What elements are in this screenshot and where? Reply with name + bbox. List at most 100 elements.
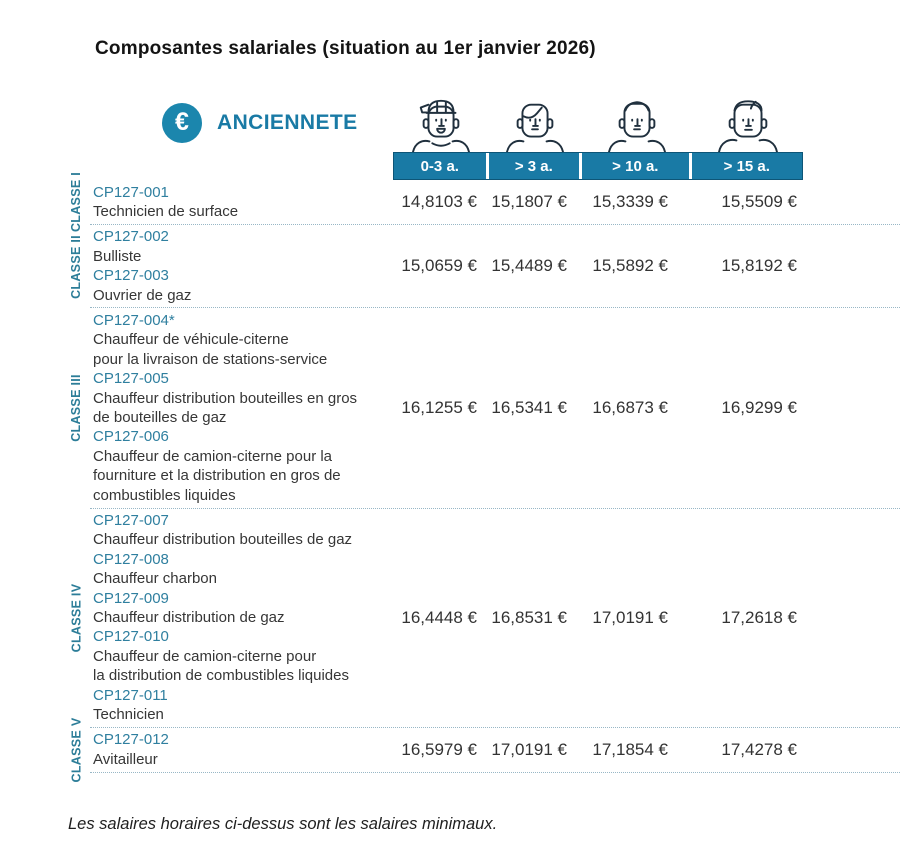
age-range-gt3: > 3 a. <box>489 153 583 179</box>
classe-column: CLASSE I <box>62 172 90 232</box>
senior-adult-icon <box>717 100 778 152</box>
classe-column: CLASSE V <box>62 718 90 783</box>
classe-group-body: CP127-012 Avitailleur 16,5979 € 17,0191 … <box>90 728 900 773</box>
classe-group-body: CP127-001 Technicien de surface 14,8103 … <box>90 180 900 225</box>
job-title: Technicien de surface <box>93 202 239 220</box>
job-title: Technicien <box>93 706 164 724</box>
classe-label: CLASSE I <box>69 172 83 233</box>
salary-value: 17,0191 € <box>592 607 668 627</box>
salary-values-row: 16,1255 € 16,5341 € 16,6873 € 16,9299 € <box>393 311 803 505</box>
salary-value: 17,0191 € <box>491 739 567 759</box>
young-adult-icon <box>506 103 564 152</box>
job-title: Ouvrier de gaz <box>93 286 192 304</box>
anciennete-header: € ANCIENNETE <box>62 94 393 152</box>
job-entry: CP127-005 Chauffeur distribution bouteil… <box>93 369 393 427</box>
classe-column: CLASSE II <box>62 225 90 309</box>
age-icon-row <box>393 94 803 152</box>
job-entry: CP127-008 Chauffeur charbon <box>93 550 393 589</box>
classe-group-body: CP127-002 Bulliste CP127-003 Ouvrier de … <box>90 225 900 309</box>
job-code: CP127-008 <box>93 550 169 568</box>
job-code: CP127-004* <box>93 311 175 329</box>
age-column-2 <box>488 96 582 152</box>
classe-group-body: CP127-007 Chauffeur distribution bouteil… <box>90 509 900 728</box>
job-entry: CP127-001 Technicien de surface <box>93 183 393 222</box>
age-column-3 <box>582 96 692 152</box>
adult-icon <box>608 101 666 152</box>
job-code: CP127-011 <box>93 686 168 704</box>
age-range-0-3: 0-3 a. <box>394 153 489 179</box>
jobs-list: CP127-001 Technicien de surface <box>90 183 393 222</box>
salary-value: 16,4448 € <box>401 607 477 627</box>
euro-symbol: € <box>175 107 189 136</box>
job-title: Chauffeur distribution bouteilles de gaz <box>93 531 353 549</box>
jobs-list: CP127-012 Avitailleur <box>90 730 393 769</box>
age-column-1 <box>393 96 488 152</box>
classe-group-3: CLASSE III CP127-004* Chauffeur de véhic… <box>62 308 900 509</box>
job-code: CP127-010 <box>93 628 169 646</box>
job-title: Chauffeur distribution bouteilles en gro… <box>93 389 358 426</box>
job-entry: CP127-003 Ouvrier de gaz <box>93 266 393 305</box>
salary-values-row: 14,8103 € 15,1807 € 15,3339 € 15,5509 € <box>393 183 803 222</box>
job-entry: CP127-004* Chauffeur de véhicule-citerne… <box>93 311 393 369</box>
anciennete-label: ANCIENNETE <box>217 111 358 134</box>
job-entry: CP127-011 Technicien <box>93 686 393 725</box>
job-entry: CP127-002 Bulliste <box>93 227 393 266</box>
page-title: Composantes salariales (situation au 1er… <box>95 38 596 59</box>
salary-value: 17,2618 € <box>721 607 797 627</box>
job-entry: CP127-007 Chauffeur distribution bouteil… <box>93 511 393 550</box>
job-title: Bulliste <box>93 247 142 265</box>
salary-value: 15,8192 € <box>721 256 797 276</box>
salary-value: 16,8531 € <box>491 607 567 627</box>
job-code: CP127-007 <box>93 512 169 529</box>
job-title: Chauffeur de camion-citerne pour la four… <box>93 447 341 504</box>
classe-column: CLASSE III <box>62 308 90 508</box>
salary-value: 15,0659 € <box>401 256 477 276</box>
job-title: Chauffeur de camion-citerne pour la dist… <box>93 647 349 685</box>
job-entry: CP127-006 Chauffeur de camion-citerne po… <box>93 427 393 505</box>
table-header: € ANCIENNETE <box>62 94 900 152</box>
salary-value: 17,1854 € <box>592 739 668 759</box>
age-range-gt15: > 15 a. <box>723 157 770 175</box>
job-title: Chauffeur de véhicule-citerne pour la li… <box>93 331 328 368</box>
classe-label: CLASSE V <box>69 717 84 783</box>
job-code: CP127-005 <box>93 370 169 388</box>
salary-value: 16,5341 € <box>491 397 567 417</box>
salary-value: 16,1255 € <box>401 397 477 417</box>
salary-value: 15,3339 € <box>592 191 668 211</box>
salary-value: 16,6873 € <box>592 397 668 417</box>
age-range-gt10: > 10 a. <box>582 153 692 179</box>
job-entry: CP127-009 Chauffeur distribution de gaz <box>93 589 393 628</box>
age-range-band: 0-3 a. > 3 a. > 10 a. > 15 a. <box>393 152 803 180</box>
job-code: CP127-001 <box>93 183 169 201</box>
jobs-list: CP127-004* Chauffeur de véhicule-citerne… <box>90 311 393 505</box>
worker-cap-icon <box>411 99 470 152</box>
classe-group-5: CLASSE V CP127-012 Avitailleur 16,5979 €… <box>62 718 900 783</box>
job-code: CP127-002 <box>93 228 169 246</box>
salary-values-row: 16,4448 € 16,8531 € 17,0191 € 17,2618 € <box>393 511 803 724</box>
classe-label: CLASSE II <box>69 234 84 299</box>
job-title: Chauffeur distribution de gaz <box>93 609 285 627</box>
salary-value: 16,9299 € <box>721 397 797 417</box>
classe-group-2: CLASSE II CP127-002 Bulliste CP127-003 O… <box>62 225 900 309</box>
salary-value: 15,5509 € <box>721 191 797 211</box>
classe-group-4: CLASSE IV CP127-007 Chauffeur distributi… <box>62 509 900 728</box>
jobs-list: CP127-002 Bulliste CP127-003 Ouvrier de … <box>90 227 393 305</box>
salary-value: 14,8103 € <box>401 191 477 211</box>
job-code: CP127-006 <box>93 428 169 446</box>
footer-note: Les salaires horaires ci-dessus sont les… <box>68 814 498 833</box>
classe-group-body: CP127-004* Chauffeur de véhicule-citerne… <box>90 308 900 509</box>
salary-value: 15,4489 € <box>491 256 567 276</box>
job-title: Avitailleur <box>93 750 158 768</box>
classe-group-1: CLASSE I CP127-001 Technicien de surface… <box>62 172 900 232</box>
job-entry: CP127-010 Chauffeur de camion-citerne po… <box>93 627 393 685</box>
salary-value: 15,5892 € <box>592 256 668 276</box>
classe-label: CLASSE III <box>69 374 83 443</box>
salary-value: 17,4278 € <box>721 739 797 759</box>
classe-column: CLASSE IV <box>62 509 90 728</box>
salary-value: 16,5979 € <box>401 739 477 759</box>
job-entry: CP127-012 Avitailleur <box>93 730 393 769</box>
classe-label: CLASSE IV <box>69 583 83 653</box>
age-column-4 <box>692 96 803 152</box>
jobs-list: CP127-007 Chauffeur distribution bouteil… <box>90 511 393 724</box>
